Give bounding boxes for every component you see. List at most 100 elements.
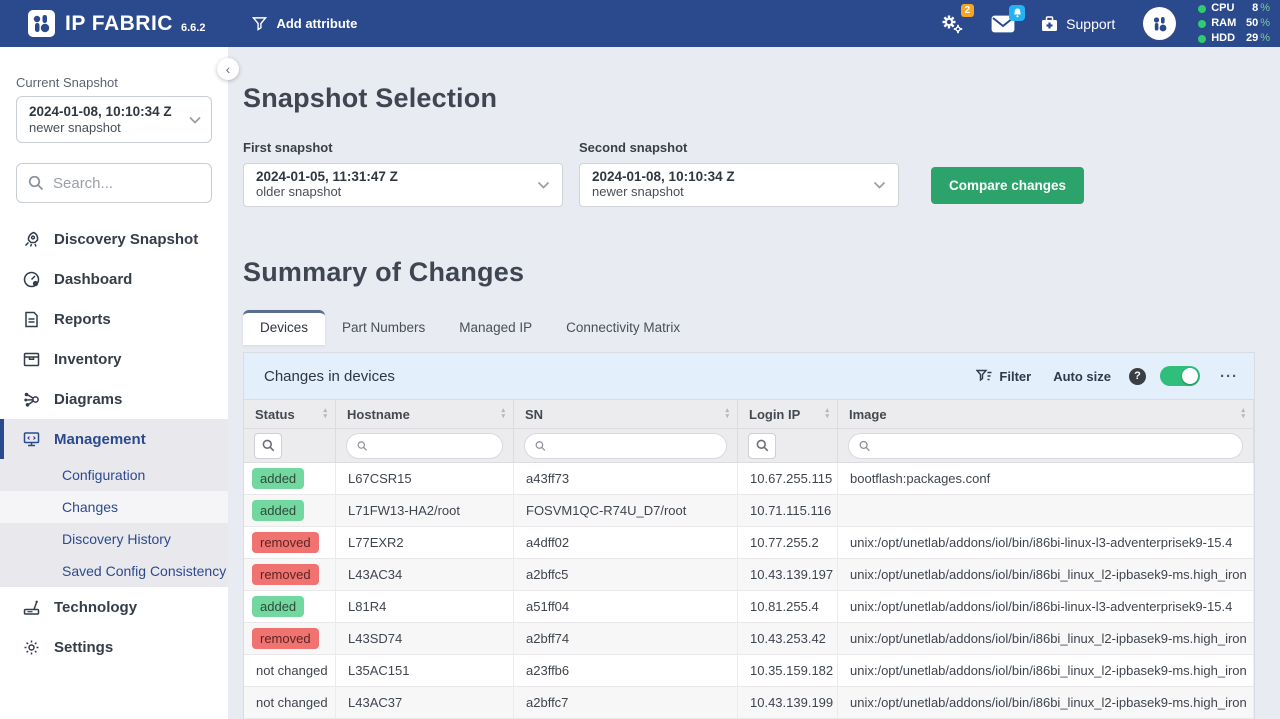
sidebar-collapse-button[interactable]: ‹ <box>217 58 239 80</box>
submenu-item-label: Saved Config Consistency <box>62 563 227 579</box>
column-header-status[interactable]: Status ▴ ▾ <box>244 400 336 428</box>
sort-icon[interactable]: ▴ ▾ <box>825 407 829 420</box>
status-text: not changed <box>256 695 328 710</box>
document-icon <box>22 310 40 328</box>
table-row[interactable]: added L81R4 a51ff04 10.81.255.4 unix:/op… <box>244 591 1254 623</box>
second-snapshot-select[interactable]: 2024-01-08, 10:10:34 Z newer snapshot <box>579 163 899 207</box>
autosize-toggle[interactable] <box>1160 366 1200 386</box>
filter-button[interactable]: Filter <box>976 369 1031 384</box>
sidebar-item-dashboard[interactable]: Dashboard <box>0 259 228 299</box>
ellipsis-icon: ··· <box>1220 367 1238 385</box>
chevron-left-icon: ‹ <box>225 61 231 77</box>
hdd-status-dot <box>1198 34 1207 43</box>
sidebar-search[interactable] <box>16 163 212 203</box>
current-snapshot-select[interactable]: 2024-01-08, 10:10:34 Z newer snapshot <box>16 96 212 143</box>
question-mark-icon: ? <box>1134 370 1141 382</box>
table-row[interactable]: removed L77EXR2 a4dff02 10.77.255.2 unix… <box>244 527 1254 559</box>
sort-icon[interactable]: ▴ ▾ <box>725 407 729 420</box>
sidebar-item-discovery-history[interactable]: Discovery History <box>0 523 228 555</box>
ram-unit: % <box>1260 17 1270 29</box>
table-row[interactable]: added L71FW13-HA2/root FOSVM1QC-R74U_D7/… <box>244 495 1254 527</box>
column-header-login-ip[interactable]: Login IP ▴ ▾ <box>738 400 838 428</box>
column-header-image[interactable]: Image ▴ ▾ <box>838 400 1254 428</box>
brand[interactable]: IP FABRIC 6.6.2 <box>28 10 205 37</box>
image-cell: bootflash:packages.conf <box>838 463 1254 494</box>
tab-managed-ip[interactable]: Managed IP <box>459 320 533 335</box>
sn-cell: a2bffc5 <box>514 559 738 590</box>
messages-button[interactable] <box>991 4 1026 33</box>
sidebar-item-reports[interactable]: Reports <box>0 299 228 339</box>
table-row[interactable]: not changed L43AC37 a2bffc7 10.43.139.19… <box>244 687 1254 719</box>
sidebar-search-input[interactable] <box>53 174 183 192</box>
more-options-button[interactable]: ··· <box>1220 368 1238 385</box>
sidebar-item-label: Technology <box>54 598 138 616</box>
table-row[interactable]: removed L43AC34 a2bffc5 10.43.139.197 un… <box>244 559 1254 591</box>
sn-cell: a2bffc7 <box>514 687 738 718</box>
compare-changes-button[interactable]: Compare changes <box>931 167 1085 204</box>
sidebar-item-saved-config-consistency[interactable]: Saved Config Consistency <box>0 555 228 587</box>
sn-filter-input[interactable] <box>551 438 716 453</box>
sort-icon[interactable]: ▴ ▾ <box>1241 407 1245 420</box>
login-ip-cell: 10.71.115.116 <box>738 495 838 526</box>
hostname-cell: L71FW13-HA2/root <box>336 495 514 526</box>
login-ip-filter-button[interactable] <box>748 432 776 459</box>
page-title-summary-of-changes: Summary of Changes <box>243 257 525 287</box>
sidebar-item-discovery-snapshot[interactable]: Discovery Snapshot <box>0 219 228 259</box>
sidebar-item-inventory[interactable]: Inventory <box>0 339 228 379</box>
sn-cell: a51ff04 <box>514 591 738 622</box>
sidebar-item-changes[interactable]: Changes <box>0 491 228 523</box>
table-row[interactable]: removed L43SD74 a2bff74 10.43.253.42 uni… <box>244 623 1254 655</box>
sn-filter-input-wrap <box>524 432 727 459</box>
table-header-row: Status ▴ ▾ Hostname ▴ ▾ SN ▴ ▾ Login IP ▴ ▾ … <box>244 400 1254 429</box>
hostname-filter-input-wrap <box>346 432 503 459</box>
login-ip-cell: 10.43.139.199 <box>738 687 838 718</box>
submenu-item-label: Discovery History <box>62 531 171 547</box>
sidebar-item-settings[interactable]: Settings <box>0 627 228 667</box>
hostname-cell: L77EXR2 <box>336 527 514 558</box>
sidebar-item-management[interactable]: Management <box>0 419 228 459</box>
filter-funnel-icon <box>976 369 992 382</box>
gauge-icon <box>22 270 40 288</box>
hostname-filter-input[interactable] <box>373 438 492 453</box>
filter-label: Filter <box>999 368 1032 384</box>
column-label: Login IP <box>749 406 801 422</box>
sort-icon[interactable]: ▴ ▾ <box>501 407 505 420</box>
system-settings-button[interactable]: 2 <box>939 3 975 35</box>
search-icon <box>859 440 870 451</box>
current-snapshot-label: Current Snapshot <box>16 75 118 90</box>
cpu-label: CPU <box>1211 2 1235 14</box>
sidebar-menu: Discovery Snapshot Dashboard Reports Inv… <box>0 219 228 667</box>
table-row[interactable]: not changed L35AC151 a23ffb6 10.35.159.1… <box>244 655 1254 687</box>
first-snapshot-select[interactable]: 2024-01-05, 11:31:47 Z older snapshot <box>243 163 563 207</box>
login-ip-cell: 10.43.139.197 <box>738 559 838 590</box>
sidebar-item-diagrams[interactable]: Diagrams <box>0 379 228 419</box>
first-snapshot-value: 2024-01-05, 11:31:47 Z <box>256 169 398 184</box>
ip-fabric-logo-icon <box>28 10 55 37</box>
bell-icon <box>1013 8 1021 17</box>
rocket-icon <box>22 230 40 248</box>
column-header-hostname[interactable]: Hostname ▴ ▾ <box>336 400 514 428</box>
support-button[interactable]: Support <box>1041 16 1115 32</box>
cpu-status-dot <box>1198 4 1207 13</box>
sidebar-item-configuration[interactable]: Configuration <box>0 459 228 491</box>
image-filter-input[interactable] <box>876 438 1232 453</box>
first-snapshot-picker: First snapshot 2024-01-05, 11:31:47 Z ol… <box>243 140 563 207</box>
sort-icon[interactable]: ▴ ▾ <box>323 407 327 420</box>
add-attribute-button[interactable]: Add attribute <box>252 16 357 31</box>
tab-part-numbers[interactable]: Part Numbers <box>342 320 426 335</box>
user-avatar[interactable] <box>1143 7 1177 40</box>
support-label: Support <box>1066 15 1116 32</box>
table-row[interactable]: added L67CSR15 a43ff73 10.67.255.115 boo… <box>244 463 1254 495</box>
column-header-sn[interactable]: SN ▴ ▾ <box>514 400 738 428</box>
hdd-value: 29 <box>1245 32 1259 44</box>
tab-devices[interactable]: Devices <box>243 310 326 345</box>
help-button[interactable]: ? <box>1129 367 1146 385</box>
status-badge: removed <box>252 564 319 585</box>
first-snapshot-label: First snapshot <box>243 140 333 155</box>
tab-connectivity-matrix[interactable]: Connectivity Matrix <box>566 320 681 335</box>
sidebar-item-technology[interactable]: Technology <box>0 587 228 627</box>
sn-cell: a4dff02 <box>514 527 738 558</box>
status-filter-button[interactable] <box>254 432 282 459</box>
image-cell: unix:/opt/unetlab/addons/iol/bin/i86bi-l… <box>838 591 1254 622</box>
current-snapshot-sub: newer snapshot <box>29 120 121 135</box>
